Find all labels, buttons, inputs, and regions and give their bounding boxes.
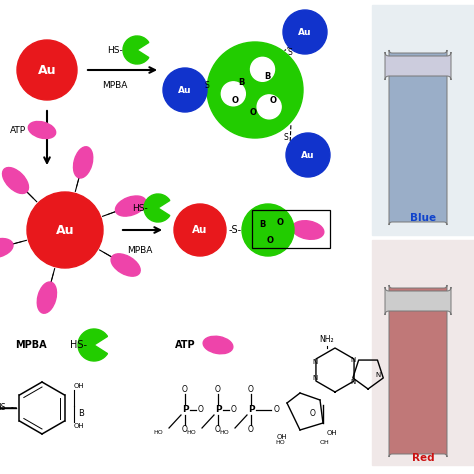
- Bar: [252, 210, 330, 248]
- Ellipse shape: [116, 196, 146, 216]
- Text: MPBA: MPBA: [102, 81, 128, 90]
- Text: MPBA: MPBA: [15, 340, 46, 350]
- Ellipse shape: [111, 254, 140, 276]
- Ellipse shape: [2, 167, 28, 193]
- Text: OH: OH: [74, 383, 85, 389]
- Wedge shape: [144, 194, 170, 222]
- Text: O: O: [231, 95, 238, 104]
- Text: Blue: Blue: [410, 213, 436, 223]
- Bar: [372, 5, 474, 235]
- FancyBboxPatch shape: [389, 50, 447, 225]
- Text: OH: OH: [276, 434, 287, 440]
- FancyBboxPatch shape: [389, 285, 447, 457]
- Text: OH: OH: [320, 440, 330, 446]
- Text: B: B: [259, 219, 265, 228]
- Text: O: O: [249, 108, 256, 117]
- Text: O: O: [182, 385, 188, 394]
- Ellipse shape: [292, 221, 324, 239]
- Circle shape: [286, 133, 330, 177]
- Text: Au: Au: [192, 225, 208, 235]
- Text: HS-: HS-: [132, 203, 148, 212]
- Wedge shape: [123, 36, 149, 64]
- Circle shape: [221, 82, 246, 106]
- Text: HS-: HS-: [70, 340, 87, 350]
- Text: S: S: [283, 133, 288, 142]
- Text: O: O: [182, 426, 188, 435]
- Text: OH: OH: [327, 430, 337, 436]
- Text: O: O: [310, 409, 316, 418]
- Text: NH₂: NH₂: [319, 336, 334, 345]
- Text: N: N: [350, 379, 356, 385]
- Text: HS-: HS-: [107, 46, 123, 55]
- Text: Au: Au: [301, 151, 315, 159]
- Circle shape: [27, 192, 103, 268]
- Text: HO: HO: [153, 429, 163, 435]
- Bar: [372, 240, 474, 465]
- Text: O: O: [270, 95, 276, 104]
- Text: O: O: [215, 426, 221, 435]
- Text: P: P: [248, 405, 255, 414]
- Ellipse shape: [37, 282, 56, 313]
- Text: O: O: [215, 385, 221, 394]
- Text: -: -: [11, 403, 14, 412]
- Text: ATP: ATP: [175, 340, 196, 350]
- Ellipse shape: [203, 336, 233, 354]
- Text: O: O: [248, 385, 254, 394]
- Wedge shape: [78, 329, 108, 361]
- Text: N: N: [312, 375, 318, 381]
- Text: P: P: [215, 405, 221, 414]
- Text: -S-: -S-: [228, 225, 242, 235]
- Text: B: B: [238, 78, 244, 86]
- Text: N: N: [350, 357, 356, 363]
- Ellipse shape: [0, 238, 13, 258]
- Text: ATP: ATP: [10, 126, 26, 135]
- Ellipse shape: [28, 121, 55, 138]
- FancyBboxPatch shape: [385, 287, 451, 315]
- Text: MPBA: MPBA: [128, 246, 153, 255]
- Circle shape: [242, 204, 294, 256]
- Text: O: O: [248, 426, 254, 435]
- Text: Au: Au: [56, 224, 74, 237]
- Circle shape: [17, 40, 77, 100]
- Circle shape: [251, 57, 274, 82]
- FancyBboxPatch shape: [385, 52, 451, 80]
- Text: Red: Red: [412, 453, 434, 463]
- Circle shape: [163, 68, 207, 112]
- Text: Au: Au: [298, 27, 312, 36]
- Circle shape: [207, 42, 303, 138]
- Text: HS: HS: [0, 403, 6, 412]
- Text: O: O: [266, 236, 273, 245]
- Text: O: O: [274, 405, 280, 414]
- Text: N: N: [375, 372, 381, 378]
- Text: B: B: [264, 72, 270, 81]
- Text: Au: Au: [178, 85, 192, 94]
- Text: HO: HO: [275, 440, 285, 446]
- Text: Au: Au: [38, 64, 56, 76]
- Circle shape: [174, 204, 226, 256]
- Text: N: N: [312, 359, 318, 365]
- Circle shape: [283, 10, 327, 54]
- Text: HO: HO: [219, 429, 229, 435]
- Text: HO: HO: [186, 429, 196, 435]
- Text: OH: OH: [74, 423, 85, 429]
- Text: B: B: [78, 409, 84, 418]
- Text: P: P: [182, 405, 188, 414]
- Text: O: O: [276, 218, 283, 227]
- Text: O: O: [231, 405, 237, 414]
- Text: S: S: [205, 81, 210, 90]
- Ellipse shape: [73, 147, 93, 178]
- Text: S: S: [288, 47, 292, 56]
- Text: O: O: [198, 405, 204, 414]
- Circle shape: [257, 95, 281, 119]
